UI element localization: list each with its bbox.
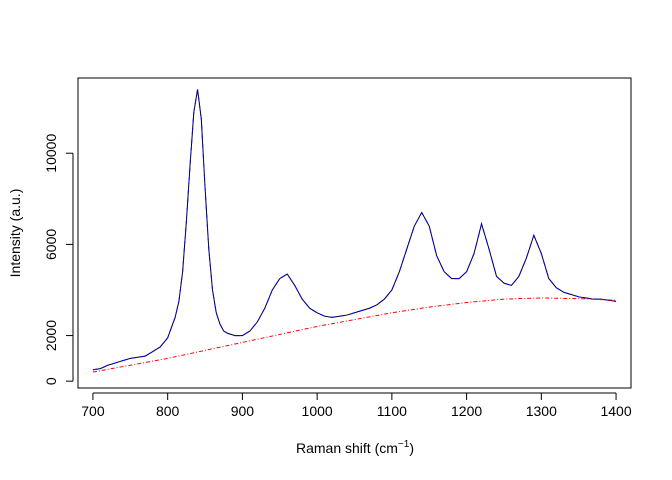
x-tick-label: 900 (231, 403, 255, 419)
x-tick-label: 1000 (302, 403, 333, 419)
y-axis-title: Intensity (a.u.) (7, 189, 23, 278)
y-tick-label: 10000 (43, 134, 59, 173)
series-layer (92, 89, 617, 373)
y-tick-label: 0 (43, 377, 59, 385)
x-axis-title: Raman shift (cm−1) (296, 439, 414, 456)
x-axis-title-main: Raman shift (cm (296, 440, 398, 456)
y-tick-label: 2000 (43, 320, 59, 351)
series-line-dashed (92, 89, 617, 371)
x-tick-label: 700 (81, 403, 105, 419)
series-line-dash-dot (92, 297, 617, 373)
x-tick-label: 800 (156, 403, 180, 419)
x-tick-label: 1300 (526, 403, 557, 419)
y-axis: 0 2000 6000 10000 (43, 134, 74, 385)
x-tick-label: 1200 (451, 403, 482, 419)
x-axis-title-superscript: −1 (398, 439, 410, 450)
x-axis-title-suffix: ) (409, 440, 414, 456)
x-tick-label: 1100 (377, 403, 407, 419)
x-axis: 700 800 900 1000 1100 1200 1300 1400 (81, 392, 632, 419)
plot-frame (77, 77, 632, 389)
x-tick-label: 1400 (600, 403, 631, 419)
y-tick-label: 6000 (43, 229, 59, 260)
